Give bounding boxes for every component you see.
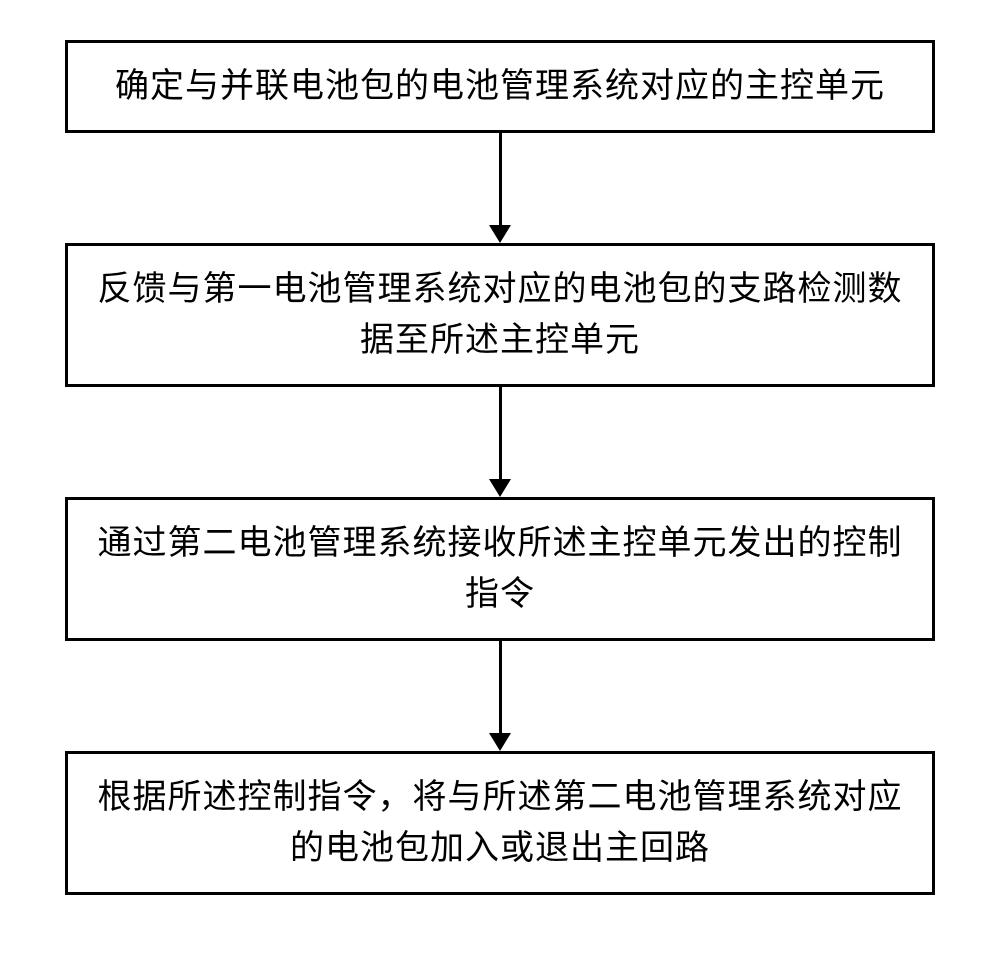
step-2-text: 反馈与第一电池管理系统对应的电池包的支路检测数据至所述主控单元 bbox=[88, 264, 912, 366]
arrow-head-3 bbox=[489, 733, 511, 751]
arrow-3 bbox=[489, 641, 511, 751]
step-3-text: 通过第二电池管理系统接收所述主控单元发出的控制指令 bbox=[88, 518, 912, 620]
flowchart-step-1: 确定与并联电池包的电池管理系统对应的主控单元 bbox=[65, 40, 935, 133]
arrow-line-1 bbox=[499, 133, 502, 225]
arrow-head-1 bbox=[489, 225, 511, 243]
arrow-2 bbox=[489, 387, 511, 497]
arrow-head-2 bbox=[489, 479, 511, 497]
flowchart-step-2: 反馈与第一电池管理系统对应的电池包的支路检测数据至所述主控单元 bbox=[65, 243, 935, 387]
arrow-line-2 bbox=[499, 387, 502, 479]
flowchart-step-4: 根据所述控制指令，将与所述第二电池管理系统对应的电池包加入或退出主回路 bbox=[65, 751, 935, 895]
arrow-1 bbox=[489, 133, 511, 243]
step-1-text: 确定与并联电池包的电池管理系统对应的主控单元 bbox=[115, 61, 885, 112]
flowchart-container: 确定与并联电池包的电池管理系统对应的主控单元 反馈与第一电池管理系统对应的电池包… bbox=[65, 40, 935, 895]
step-4-text: 根据所述控制指令，将与所述第二电池管理系统对应的电池包加入或退出主回路 bbox=[88, 772, 912, 874]
flowchart-step-3: 通过第二电池管理系统接收所述主控单元发出的控制指令 bbox=[65, 497, 935, 641]
arrow-line-3 bbox=[499, 641, 502, 733]
